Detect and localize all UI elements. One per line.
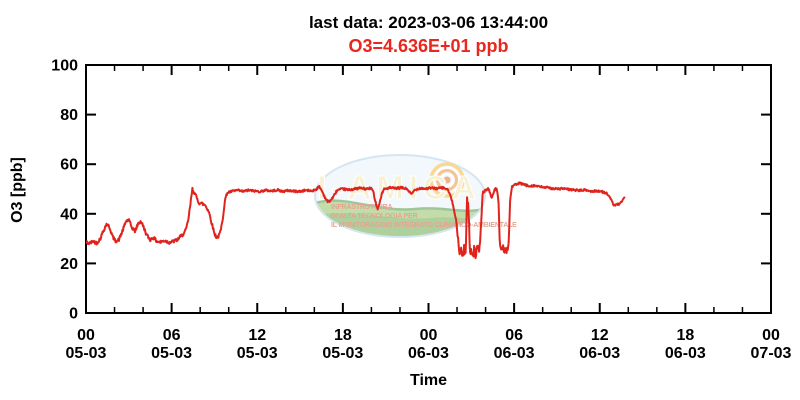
x-tick-date-label: 06-03 [579, 345, 620, 362]
series-layer [86, 181, 626, 260]
watermark-caption-line1: INFRASTRUTTURA [331, 204, 393, 211]
x-tick-hour-label: 18 [334, 327, 352, 344]
x-tick-date-label: 05-03 [151, 345, 192, 362]
x-tick-hour-label: 00 [420, 327, 438, 344]
y-tick-label: 80 [60, 107, 78, 124]
x-tick-hour-label: 00 [762, 327, 780, 344]
x-tick-date-label: 06-03 [408, 345, 449, 362]
x-tick-hour-label: 06 [163, 327, 181, 344]
y-tick-label: 40 [60, 206, 78, 223]
o3-series-line [86, 181, 626, 260]
y-tick-label: 60 [60, 157, 78, 174]
watermark-sun-rings [429, 162, 465, 198]
iamica-watermark-logo: I-AMICA INFRASTRUTTURA DI ALTA TECNOLOGI… [312, 152, 517, 240]
x-axis-title: Time [409, 372, 448, 389]
x-tick-date-label: 05-03 [322, 345, 363, 362]
x-tick-hour-label: 12 [591, 327, 609, 344]
watermark-caption-line3: IL MONITORAGGIO INTEGRATO CLIMATICO-AMBI… [331, 222, 517, 229]
y-tick-label: 20 [60, 256, 78, 273]
x-tick-hour-label: 12 [248, 327, 266, 344]
x-tick-date-label: 05-03 [237, 345, 278, 362]
x-tick-date-label: 06-03 [494, 345, 535, 362]
x-tick-hour-label: 00 [77, 327, 95, 344]
chart-subtitle-last-value: O3=4.636E+01 ppb [348, 36, 509, 56]
x-tick-date-label: 06-03 [665, 345, 706, 362]
y-tick-label: 0 [69, 306, 78, 323]
x-tick-hour-label: 06 [505, 327, 523, 344]
plot-border [85, 64, 772, 314]
x-tick-hour-label: 18 [676, 327, 694, 344]
x-tick-date-label: 07-03 [751, 345, 792, 362]
chart-title: last data: 2023-03-06 13:44:00 [308, 13, 549, 32]
axes-layer: 0204060801000005-030605-031205-031805-03… [51, 58, 791, 363]
watermark-caption-line2: DI ALTA TECNOLOGIA PER [331, 213, 417, 220]
y-tick-label: 100 [51, 58, 78, 75]
x-tick-date-label: 05-03 [66, 345, 107, 362]
